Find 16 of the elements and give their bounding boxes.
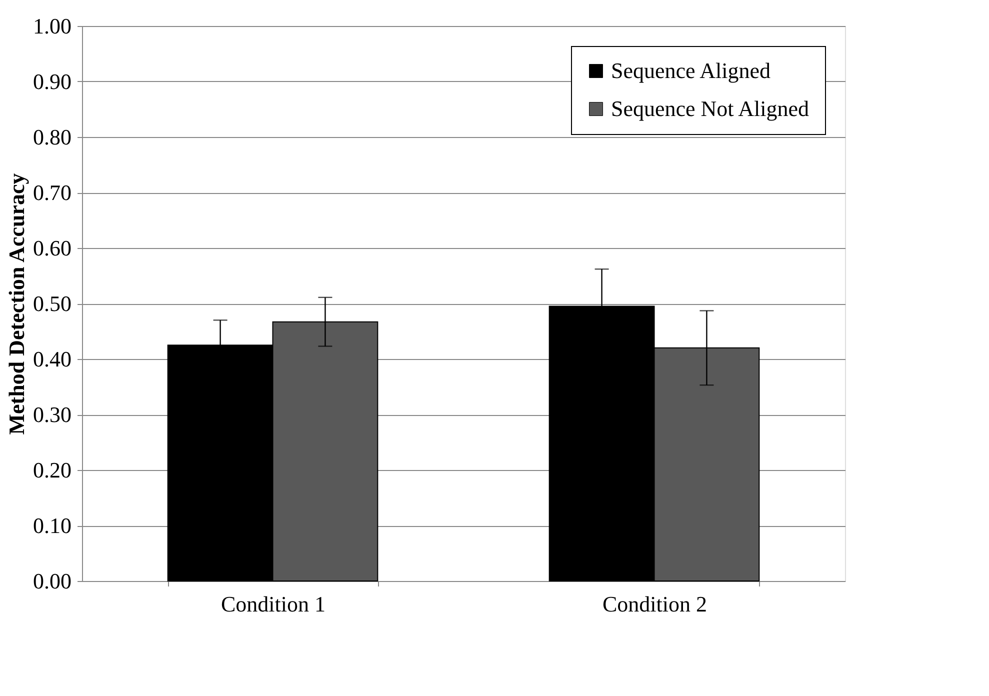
- y-tick-label: 0.20: [33, 458, 72, 482]
- y-tick-label: 0.90: [33, 69, 72, 94]
- y-tick-label: 0.60: [33, 236, 72, 260]
- y-tick-label: 0.50: [33, 291, 72, 316]
- legend-label: Sequence Not Aligned: [611, 96, 809, 121]
- y-tick-label: 0.10: [33, 513, 72, 538]
- y-tick-label: 0.40: [33, 346, 72, 372]
- y-tick-label: 0.70: [33, 180, 72, 205]
- x-tick-label: Condition 1: [220, 592, 326, 616]
- y-tick-label: 0.80: [33, 124, 72, 150]
- y-axis-title: Method Detection Accuracy: [4, 173, 29, 435]
- y-tick-label: 0.00: [33, 568, 72, 594]
- y-tick-label: 0.30: [33, 402, 72, 427]
- y-tick-label: 1.00: [33, 14, 72, 38]
- x-tick-label: Condition 2: [602, 592, 708, 616]
- legend-label: Sequence Aligned: [611, 58, 770, 83]
